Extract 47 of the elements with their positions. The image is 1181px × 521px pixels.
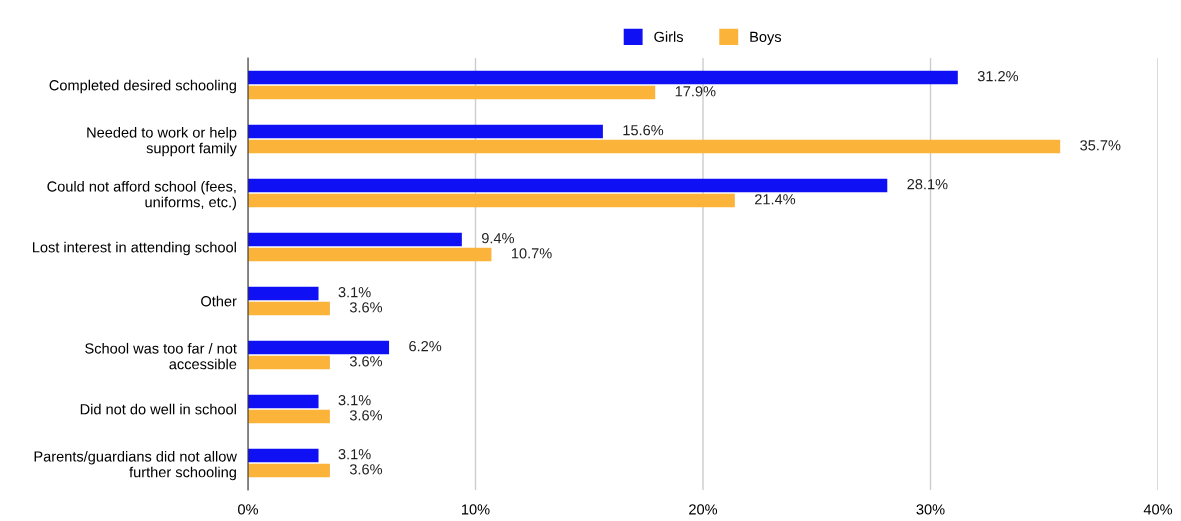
legend-label: Girls — [654, 31, 684, 42]
bar — [248, 286, 319, 301]
bar — [248, 85, 656, 100]
y-tick-label: Completed desired schooling — [49, 79, 236, 94]
bar — [248, 70, 958, 85]
bar — [248, 247, 492, 262]
bar — [248, 301, 330, 316]
data-label: 9.4% — [481, 233, 515, 244]
x-tick-label: 40% — [1143, 504, 1173, 515]
data-label: 3.1% — [338, 395, 371, 406]
bar — [248, 355, 330, 370]
bar — [248, 340, 390, 355]
data-label: 3.6% — [349, 302, 383, 313]
y-tick-label: School was too far / not accessible — [85, 342, 237, 370]
data-label: 3.1% — [338, 449, 371, 460]
data-label: 3.6% — [349, 410, 383, 421]
bar — [248, 463, 330, 478]
x-tick-label: 0% — [238, 504, 259, 515]
y-tick-label: Could not afford school (fees, uniforms, etc.) — [47, 180, 236, 211]
bar — [248, 394, 319, 409]
y-tick-label: Other — [201, 295, 237, 307]
y-tick-label: Needed to work or help support family — [87, 126, 237, 157]
bar — [248, 409, 330, 424]
x-tick-label: 20% — [689, 504, 718, 515]
bar — [248, 193, 735, 208]
bar — [248, 124, 603, 139]
y-tick-label: Did not do well in school — [80, 403, 236, 415]
data-label: 3.6% — [349, 464, 383, 475]
bar — [248, 448, 319, 463]
data-label: 3.6% — [349, 356, 383, 367]
x-tick-label: 10% — [462, 504, 490, 515]
data-label: 6.2% — [409, 341, 442, 352]
x-tick-label: 30% — [916, 504, 945, 515]
data-label: 28.1% — [907, 179, 948, 190]
data-label: 35.7% — [1080, 140, 1121, 151]
legend-label: Boys — [750, 31, 782, 45]
bar — [248, 232, 462, 247]
data-label: 3.1% — [338, 287, 371, 298]
data-label: 31.2% — [977, 71, 1019, 82]
data-label: 21.4% — [755, 194, 796, 205]
bar — [248, 178, 888, 193]
data-label: 15.6% — [623, 125, 664, 136]
data-label: 10.7% — [511, 248, 552, 259]
data-label: 17.9% — [675, 86, 716, 97]
bar — [248, 139, 1061, 154]
y-tick-label: Lost interest in attending school — [32, 241, 236, 256]
y-tick-label: Parents/guardians did not allow further schooling — [34, 450, 237, 481]
